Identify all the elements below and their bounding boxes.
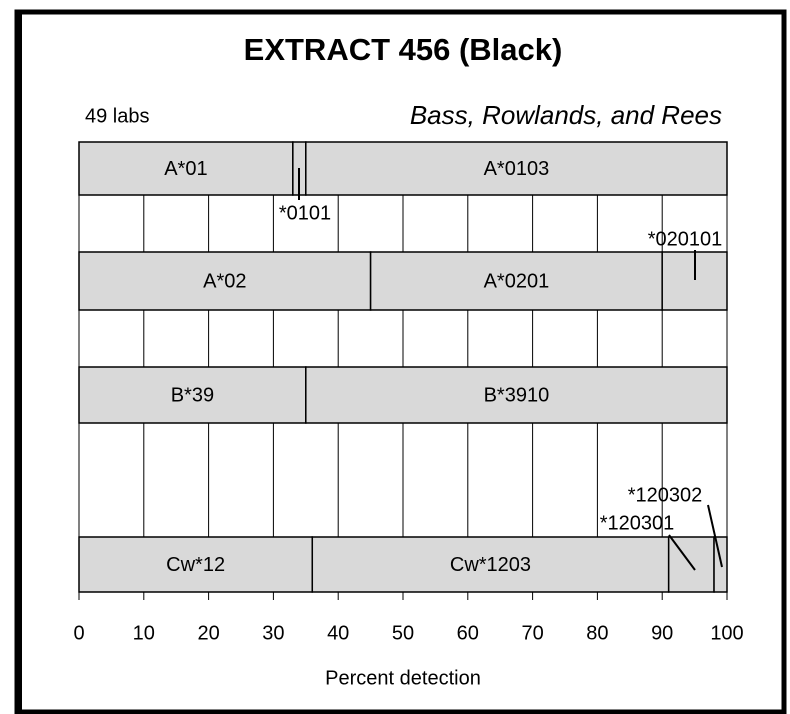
segment-label: *020101	[648, 228, 723, 250]
leader-line	[668, 534, 696, 571]
segment-label: A*0103	[484, 158, 550, 180]
segment-label: A*0201	[484, 270, 550, 292]
x-tick-label: 60	[457, 622, 479, 644]
x-tick-label: 40	[327, 622, 349, 644]
leader-line	[707, 504, 723, 568]
x-tick-label: 100	[710, 622, 743, 644]
segment-label: *0101	[279, 202, 331, 224]
bar-segment	[78, 366, 307, 424]
segment-label: A*02	[203, 270, 246, 292]
x-axis-label: Percent detection	[325, 667, 481, 689]
x-tick-label: 70	[521, 622, 543, 644]
segment-label: *120302	[628, 484, 703, 506]
bar-segment	[311, 536, 670, 593]
bar-segment	[305, 141, 728, 196]
x-tick-label: 20	[197, 622, 219, 644]
chart-title: EXTRACT 456 (Black)	[244, 32, 563, 67]
segment-label: B*3910	[484, 384, 550, 406]
segment-label: Cw*12	[166, 554, 225, 576]
x-tick-label: 80	[586, 622, 608, 644]
segment-label: A*01	[164, 158, 207, 180]
x-tick-label: 50	[392, 622, 414, 644]
bar-segment	[78, 251, 372, 311]
subtitle-right: Bass, Rowlands, and Rees	[410, 100, 722, 130]
segment-label: *120301	[600, 512, 675, 534]
x-tick-label: 30	[262, 622, 284, 644]
subtitle-left: 49 labs	[85, 105, 150, 127]
x-tick-label: 90	[651, 622, 673, 644]
segment-label: B*39	[171, 384, 214, 406]
bar-segment	[305, 366, 728, 424]
segment-label: Cw*1203	[450, 554, 531, 576]
x-tick-label: 0	[73, 622, 84, 644]
x-tick-label: 10	[133, 622, 155, 644]
